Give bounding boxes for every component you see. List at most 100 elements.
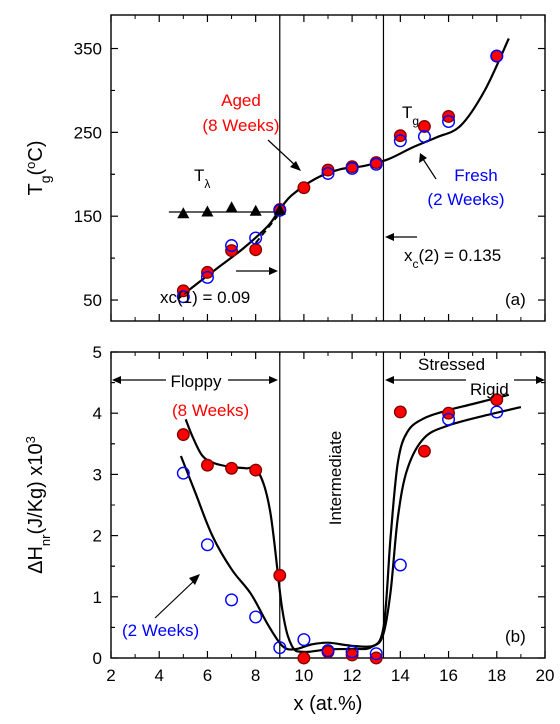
aged-pointer-head	[290, 161, 301, 171]
panel-a-ticks: 50 150 250 350	[74, 15, 546, 321]
panel-b-fresh-point	[321, 644, 335, 658]
panel-b-fresh-point	[249, 610, 263, 624]
panel-a-tlambda-point	[201, 205, 214, 217]
panel-b-xlabel: x (at.%)	[294, 693, 363, 715]
aged-label-line2: (8 Weeks)	[202, 116, 279, 135]
fresh-weeks-label: (2 Weeks)	[122, 621, 199, 640]
panel-a-fresh-point	[442, 114, 456, 128]
panel-a-fresh-point	[200, 270, 214, 284]
panel-b-fresh-point	[490, 405, 504, 419]
fresh-weeks-pointer-head	[189, 574, 200, 585]
panel-a-fresh-point	[321, 166, 335, 180]
panel-b-label: (b)	[505, 627, 526, 646]
panel-b-xtick-label: 2	[106, 666, 115, 685]
panel-b-ytick-label: 4	[93, 404, 102, 423]
panel-a-fresh-point	[176, 290, 190, 304]
panel-a-ytick-label: 250	[74, 123, 102, 142]
panel-a-points	[176, 49, 504, 304]
panel-a-ylabel: Tg(oC)	[23, 140, 54, 195]
panel-a-dashed-segment	[254, 215, 279, 244]
xc1-label: xc(1) = 0.09	[160, 288, 250, 307]
panel-b-aged-point	[176, 428, 190, 442]
xc2-arrow-head	[385, 233, 394, 241]
panel-b-aged-curve	[184, 393, 510, 654]
panel-b-arrows	[112, 376, 545, 619]
panel-b-aged-point	[393, 405, 407, 419]
panel-b-points	[176, 393, 504, 665]
xc2-label: xc(2) = 0.135	[404, 246, 501, 271]
panel-b-aged-point	[297, 651, 311, 665]
panel-b-xtick-label: 14	[391, 666, 410, 685]
panel-a-tlambda-point	[249, 204, 262, 216]
floppy-arrow-right-head	[269, 376, 278, 384]
panel-b-fresh-point	[225, 593, 239, 607]
panel-b-xtick-label: 4	[154, 666, 163, 685]
panel-a-fresh-point	[369, 157, 383, 171]
panel-b-xtick-label: 6	[203, 666, 212, 685]
panel-a-aged-point	[225, 244, 239, 258]
aged-pointer-line	[267, 139, 297, 167]
panel-b-ytick-label: 5	[93, 343, 102, 362]
panel-b-fresh-point	[297, 633, 311, 647]
rigid-arrow-left-head	[385, 376, 394, 384]
panel-a-fresh-point	[393, 134, 407, 148]
tg-label: Tg	[402, 103, 419, 128]
panel-b-aged-point	[249, 463, 263, 477]
panel-a-aged-point	[200, 265, 214, 279]
panel-a-aged-point	[417, 120, 431, 133]
panel-a-label: (a)	[505, 290, 526, 309]
aged-weeks-label: (8 Weeks)	[172, 401, 249, 420]
panel-b-xtick-label: 8	[251, 666, 260, 685]
panel-a-aged-point	[321, 163, 335, 177]
floppy-arrow-left-head	[112, 376, 121, 384]
panel-a-aged-point	[297, 181, 311, 195]
panel-b-ytick-label: 3	[93, 465, 102, 484]
panel-b-fresh-point	[369, 647, 383, 661]
panel-a-arrows	[236, 139, 437, 275]
panel-a-ytick-label: 50	[83, 291, 102, 310]
panel-b-fresh-point	[273, 641, 287, 655]
rigid-arrow-right-head	[536, 376, 545, 384]
panel-b-xtick-label: 18	[487, 666, 506, 685]
panel-b-xtick-label: 10	[294, 666, 313, 685]
fresh-label-line1: Fresh	[454, 166, 497, 185]
panel-a-fresh-point	[249, 231, 263, 245]
panel-b-xtick-label: 20	[536, 666, 555, 685]
panel-b-fresh-point	[200, 538, 214, 552]
panel-b-lines	[179, 352, 522, 658]
panel-b-xtick-label: 16	[439, 666, 458, 685]
panel-b-aged-point	[200, 458, 214, 472]
panel-b-aged-point	[273, 568, 287, 582]
panel-b-ytick-label: 1	[93, 588, 102, 607]
panel-b-aged-point	[345, 648, 359, 662]
panel-a-aged-point	[393, 129, 407, 143]
tlambda-label: Tλ	[194, 166, 210, 191]
panel-a-fresh-point	[225, 239, 239, 253]
panel-b-ylabel: ΔHnr(J/Kg) x103	[23, 436, 53, 574]
fresh-weeks-pointer-line	[154, 579, 196, 619]
panel-b-fresh-curve	[179, 406, 522, 651]
panel-a-fresh-point	[490, 49, 504, 63]
panel-b-ytick-label: 2	[93, 527, 102, 546]
panel-a-ytick-label: 150	[74, 207, 102, 226]
fresh-label-line2: (2 Weeks)	[427, 190, 504, 209]
panel-b-aged-point	[225, 461, 239, 475]
fresh-pointer-line	[422, 158, 437, 180]
panel-a-tlambda-point	[225, 201, 238, 213]
panel-b-fresh-point	[393, 558, 407, 572]
aged-label-line1: Aged	[221, 91, 261, 110]
rigid-label: Rigid	[470, 380, 509, 399]
panel-a-fresh-point	[417, 130, 431, 144]
panel-a-tlambda-point	[177, 207, 190, 219]
fresh-pointer-head	[419, 153, 427, 163]
stressed-label: Stressed	[418, 355, 485, 374]
panel-b-ytick-label: 0	[93, 649, 102, 668]
panel-a-aged-point	[442, 109, 456, 123]
panel-b-fresh-point	[176, 466, 190, 480]
panel-a-fresh-point	[345, 161, 359, 175]
xc1-arrow-head	[269, 267, 278, 275]
